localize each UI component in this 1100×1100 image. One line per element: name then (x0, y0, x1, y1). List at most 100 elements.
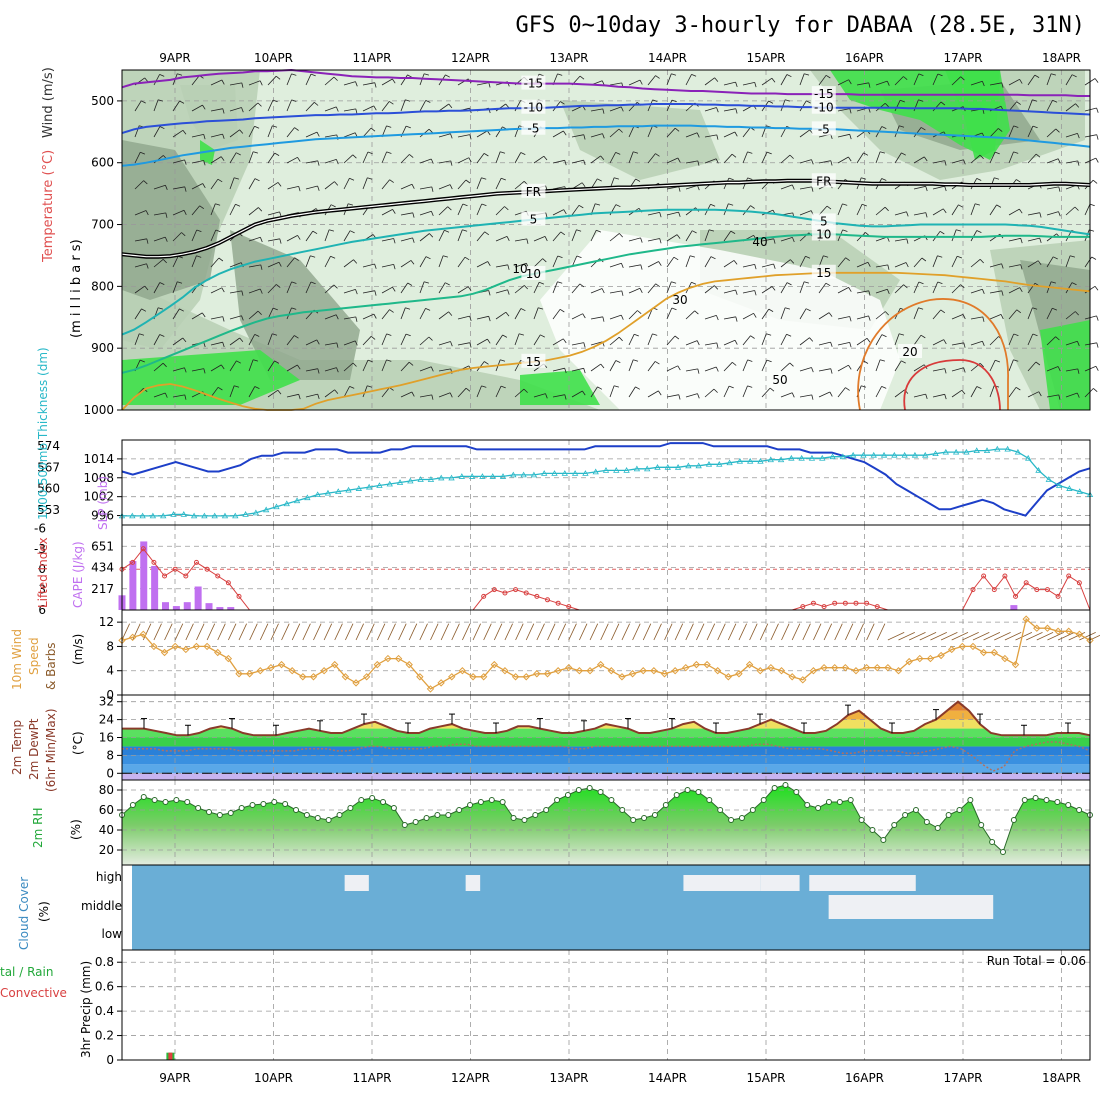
thickness-point (520, 471, 527, 478)
wind-barb (685, 393, 698, 398)
run-total: Run Total = 0.06 (987, 954, 1086, 968)
wind-barb-flag (349, 177, 355, 181)
wind-10m-barb (1015, 632, 1033, 641)
wind-barb-flag (333, 284, 338, 289)
rh-point (129, 802, 136, 808)
wind-barb (723, 260, 735, 268)
wind-barb (229, 337, 240, 346)
wind-barb (305, 73, 312, 86)
temp-units-label: (°C) (71, 731, 85, 755)
wind-barb-flag (335, 106, 339, 112)
wind-barb (248, 178, 256, 190)
wind-barb (989, 263, 1002, 268)
lifted-index-point (555, 600, 561, 606)
rh-point (641, 815, 648, 821)
lifted-index-point (1023, 580, 1029, 586)
wind-barb-flag (939, 230, 945, 235)
wind-10m-barb (994, 632, 1011, 641)
wind-speed-label: 10m Wind (10, 629, 24, 690)
wind-speed-point (277, 660, 286, 669)
wind-barb-flag (1032, 125, 1038, 129)
wind-barb-flag (613, 385, 620, 388)
wind-barb (172, 129, 184, 138)
wind-barb-flag (484, 361, 489, 365)
wind-barb (647, 75, 656, 86)
wind-barb (799, 100, 807, 112)
wind-speed-point (682, 663, 690, 672)
wind-barb-flag (520, 152, 526, 155)
wind-barb (723, 289, 736, 294)
wind-barb (362, 359, 369, 372)
wind-barb (1027, 99, 1033, 112)
wind-barb (343, 178, 350, 190)
wind-barb-flag (405, 307, 411, 310)
wind-barb (457, 203, 464, 216)
wind-barb (970, 288, 983, 294)
wind-barb-flag (956, 229, 962, 232)
wind-barb (172, 367, 185, 372)
wind-barb-flag (215, 203, 221, 206)
upper-temp-label: Temperature (°C) (41, 150, 56, 263)
wind-barb (913, 257, 923, 268)
thickness-point (994, 445, 1001, 452)
wind-barb (210, 133, 223, 138)
rh-point (543, 807, 550, 813)
rh-band-mid (560, 100, 720, 180)
thickness-point (613, 467, 620, 473)
minmax-label: (6hr Min/Max) (44, 709, 58, 793)
wind-barb (267, 284, 277, 294)
wind-barb (153, 126, 161, 138)
wind-barb-flag (1050, 281, 1057, 284)
wind-barb (457, 286, 469, 294)
wind-barb (856, 204, 863, 216)
rh-point (238, 805, 245, 811)
wind-barb (704, 366, 717, 372)
wind-barb-flag (483, 153, 489, 157)
wind-barb (438, 368, 451, 372)
wind-barb-flag (1020, 264, 1023, 270)
wind-barb-flag (1001, 82, 1004, 88)
wind-10m-barb (238, 623, 247, 641)
wind-barb-flag (504, 206, 509, 211)
temp-band (122, 746, 1090, 756)
wind-barb-flag (355, 81, 358, 87)
wind-barb (191, 205, 201, 216)
wind-barb-flag (710, 203, 716, 207)
slp-tick-label: 1002 (83, 490, 114, 504)
wind-barb (495, 126, 503, 138)
precip-panel: 00.20.40.60.8 (95, 949, 1091, 1067)
wind-barb (172, 394, 185, 398)
contour-label-bg (811, 86, 836, 101)
wind-barb (780, 392, 793, 398)
wind-barb (172, 232, 182, 242)
wind-barb-flag (294, 257, 299, 261)
cape-bar (172, 606, 180, 610)
wind-barb (324, 134, 337, 138)
wind-barb (514, 333, 520, 346)
wind-barb-flag (235, 203, 241, 207)
wind-barb-flag (979, 154, 984, 159)
wind-barb (210, 108, 223, 112)
thickness-point (880, 451, 888, 458)
wind-speed-point (469, 673, 477, 681)
wind-barb-flag (196, 255, 202, 258)
wind-barb (609, 152, 616, 164)
rh-point (825, 799, 832, 805)
cape-bar (227, 607, 235, 610)
wind-barb (305, 160, 318, 164)
wind-barb-flag (502, 334, 508, 338)
contour-label: 5 (820, 214, 828, 228)
wind-barb-flag (1077, 341, 1080, 347)
wind-barb-flag (1057, 366, 1061, 372)
wind-barb (1008, 125, 1014, 138)
wind-barb-flag (162, 259, 167, 264)
thickness-point (829, 453, 836, 460)
wind-barb-flag (830, 341, 833, 347)
wind-barb-flag (697, 368, 700, 374)
wind-barb-flag (370, 335, 376, 340)
contour-label: 10 (526, 267, 541, 281)
wind-barb-flag (157, 307, 164, 310)
wind-barb (400, 212, 413, 216)
wind-barb-flag (754, 264, 757, 270)
wind-barb (153, 212, 166, 216)
